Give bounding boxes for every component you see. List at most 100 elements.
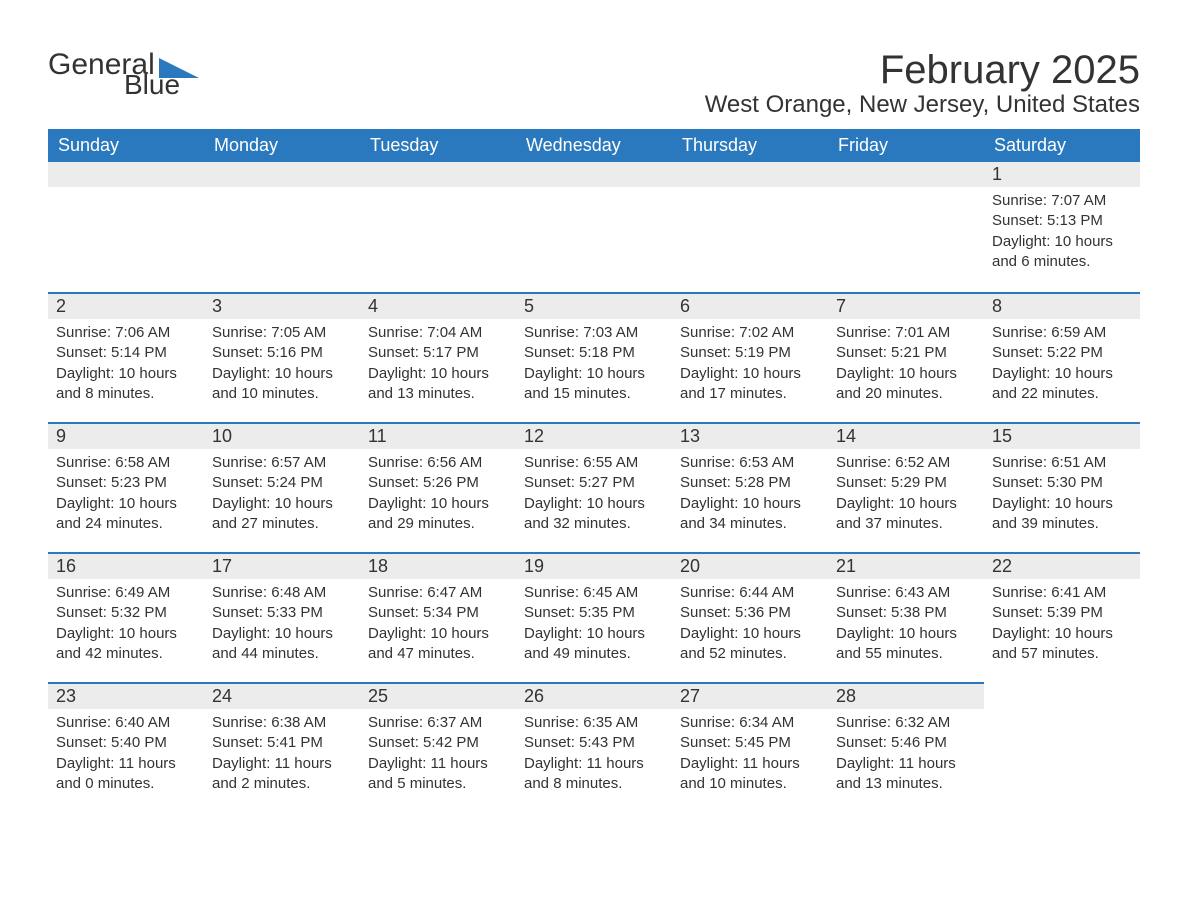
- calendar-cell: 24Sunrise: 6:38 AMSunset: 5:41 PMDayligh…: [204, 682, 360, 812]
- sunset-line: Sunset: 5:30 PM: [992, 473, 1132, 493]
- day-details: Sunrise: 6:45 AMSunset: 5:35 PMDaylight:…: [516, 579, 672, 672]
- sunset-line: Sunset: 5:38 PM: [836, 603, 976, 623]
- calendar-cell: 11Sunrise: 6:56 AMSunset: 5:26 PMDayligh…: [360, 422, 516, 552]
- sunset-line: Sunset: 5:18 PM: [524, 343, 664, 363]
- sunrise-line: Sunrise: 7:01 AM: [836, 323, 976, 343]
- sunset-line: Sunset: 5:33 PM: [212, 603, 352, 623]
- day-details: Sunrise: 6:49 AMSunset: 5:32 PMDaylight:…: [48, 579, 204, 672]
- sunset-line: Sunset: 5:21 PM: [836, 343, 976, 363]
- calendar-cell: 12Sunrise: 6:55 AMSunset: 5:27 PMDayligh…: [516, 422, 672, 552]
- day-number: 24: [204, 682, 360, 709]
- sunrise-line: Sunrise: 6:57 AM: [212, 453, 352, 473]
- calendar-cell: 3Sunrise: 7:05 AMSunset: 5:16 PMDaylight…: [204, 292, 360, 422]
- sunrise-line: Sunrise: 6:34 AM: [680, 713, 820, 733]
- calendar-row: 9Sunrise: 6:58 AMSunset: 5:23 PMDaylight…: [48, 422, 1140, 552]
- sunset-line: Sunset: 5:23 PM: [56, 473, 196, 493]
- empty-day-header: [360, 162, 516, 187]
- calendar-cell: [672, 162, 828, 292]
- sunset-line: Sunset: 5:27 PM: [524, 473, 664, 493]
- day-number: 23: [48, 682, 204, 709]
- sunrise-line: Sunrise: 7:04 AM: [368, 323, 508, 343]
- sunset-line: Sunset: 5:40 PM: [56, 733, 196, 753]
- sunset-line: Sunset: 5:43 PM: [524, 733, 664, 753]
- daylight-line: Daylight: 10 hours and 34 minutes.: [680, 494, 820, 535]
- daylight-line: Daylight: 10 hours and 20 minutes.: [836, 364, 976, 405]
- day-details: Sunrise: 6:57 AMSunset: 5:24 PMDaylight:…: [204, 449, 360, 542]
- daylight-line: Daylight: 10 hours and 37 minutes.: [836, 494, 976, 535]
- day-number: 2: [48, 292, 204, 319]
- day-details: Sunrise: 6:44 AMSunset: 5:36 PMDaylight:…: [672, 579, 828, 672]
- daylight-line: Daylight: 10 hours and 55 minutes.: [836, 624, 976, 665]
- daylight-line: Daylight: 11 hours and 5 minutes.: [368, 754, 508, 795]
- day-details: Sunrise: 6:37 AMSunset: 5:42 PMDaylight:…: [360, 709, 516, 802]
- empty-day-header: [204, 162, 360, 187]
- calendar-cell: 10Sunrise: 6:57 AMSunset: 5:24 PMDayligh…: [204, 422, 360, 552]
- day-details: Sunrise: 6:55 AMSunset: 5:27 PMDaylight:…: [516, 449, 672, 542]
- sunrise-line: Sunrise: 6:41 AM: [992, 583, 1132, 603]
- calendar-cell: 4Sunrise: 7:04 AMSunset: 5:17 PMDaylight…: [360, 292, 516, 422]
- daylight-line: Daylight: 10 hours and 24 minutes.: [56, 494, 196, 535]
- sunset-line: Sunset: 5:41 PM: [212, 733, 352, 753]
- calendar-cell: 9Sunrise: 6:58 AMSunset: 5:23 PMDaylight…: [48, 422, 204, 552]
- calendar-cell: 20Sunrise: 6:44 AMSunset: 5:36 PMDayligh…: [672, 552, 828, 682]
- sunrise-line: Sunrise: 6:58 AM: [56, 453, 196, 473]
- weekday-header: Wednesday: [516, 129, 672, 162]
- day-number: 9: [48, 422, 204, 449]
- day-details: Sunrise: 6:38 AMSunset: 5:41 PMDaylight:…: [204, 709, 360, 802]
- title-block: February 2025: [880, 48, 1140, 97]
- empty-day-header: [828, 162, 984, 187]
- day-details: Sunrise: 6:40 AMSunset: 5:40 PMDaylight:…: [48, 709, 204, 802]
- calendar-row: 16Sunrise: 6:49 AMSunset: 5:32 PMDayligh…: [48, 552, 1140, 682]
- day-details: Sunrise: 6:52 AMSunset: 5:29 PMDaylight:…: [828, 449, 984, 542]
- calendar-cell: 17Sunrise: 6:48 AMSunset: 5:33 PMDayligh…: [204, 552, 360, 682]
- daylight-line: Daylight: 11 hours and 13 minutes.: [836, 754, 976, 795]
- sunrise-line: Sunrise: 6:48 AM: [212, 583, 352, 603]
- day-number: 10: [204, 422, 360, 449]
- calendar-cell: 25Sunrise: 6:37 AMSunset: 5:42 PMDayligh…: [360, 682, 516, 812]
- empty-day-header: [672, 162, 828, 187]
- day-details: Sunrise: 6:51 AMSunset: 5:30 PMDaylight:…: [984, 449, 1140, 542]
- sunset-line: Sunset: 5:26 PM: [368, 473, 508, 493]
- day-number: 15: [984, 422, 1140, 449]
- day-details: Sunrise: 6:34 AMSunset: 5:45 PMDaylight:…: [672, 709, 828, 802]
- daylight-line: Daylight: 10 hours and 42 minutes.: [56, 624, 196, 665]
- day-details: Sunrise: 7:05 AMSunset: 5:16 PMDaylight:…: [204, 319, 360, 412]
- day-number: 18: [360, 552, 516, 579]
- daylight-line: Daylight: 10 hours and 27 minutes.: [212, 494, 352, 535]
- sunset-line: Sunset: 5:14 PM: [56, 343, 196, 363]
- sunrise-line: Sunrise: 7:06 AM: [56, 323, 196, 343]
- sunrise-line: Sunrise: 6:32 AM: [836, 713, 976, 733]
- day-number: 27: [672, 682, 828, 709]
- day-details: Sunrise: 7:01 AMSunset: 5:21 PMDaylight:…: [828, 319, 984, 412]
- sunrise-line: Sunrise: 6:49 AM: [56, 583, 196, 603]
- calendar-cell: [360, 162, 516, 292]
- calendar-cell: 18Sunrise: 6:47 AMSunset: 5:34 PMDayligh…: [360, 552, 516, 682]
- sunset-line: Sunset: 5:35 PM: [524, 603, 664, 623]
- calendar-cell: [984, 682, 1140, 812]
- day-number: 8: [984, 292, 1140, 319]
- sunrise-line: Sunrise: 7:07 AM: [992, 191, 1132, 211]
- sunset-line: Sunset: 5:45 PM: [680, 733, 820, 753]
- sunrise-line: Sunrise: 6:38 AM: [212, 713, 352, 733]
- calendar-cell: 14Sunrise: 6:52 AMSunset: 5:29 PMDayligh…: [828, 422, 984, 552]
- calendar-cell: 2Sunrise: 7:06 AMSunset: 5:14 PMDaylight…: [48, 292, 204, 422]
- daylight-line: Daylight: 10 hours and 15 minutes.: [524, 364, 664, 405]
- day-number: 20: [672, 552, 828, 579]
- sunrise-line: Sunrise: 6:56 AM: [368, 453, 508, 473]
- day-number: 7: [828, 292, 984, 319]
- day-details: Sunrise: 6:58 AMSunset: 5:23 PMDaylight:…: [48, 449, 204, 542]
- calendar-cell: 1Sunrise: 7:07 AMSunset: 5:13 PMDaylight…: [984, 162, 1140, 292]
- day-number: 16: [48, 552, 204, 579]
- daylight-line: Daylight: 10 hours and 17 minutes.: [680, 364, 820, 405]
- sunrise-line: Sunrise: 6:37 AM: [368, 713, 508, 733]
- calendar-cell: 6Sunrise: 7:02 AMSunset: 5:19 PMDaylight…: [672, 292, 828, 422]
- sunrise-line: Sunrise: 6:44 AM: [680, 583, 820, 603]
- day-number: 17: [204, 552, 360, 579]
- sunrise-line: Sunrise: 7:03 AM: [524, 323, 664, 343]
- day-number: 26: [516, 682, 672, 709]
- sunset-line: Sunset: 5:17 PM: [368, 343, 508, 363]
- sunset-line: Sunset: 5:29 PM: [836, 473, 976, 493]
- day-number: 4: [360, 292, 516, 319]
- day-number: 12: [516, 422, 672, 449]
- sunset-line: Sunset: 5:13 PM: [992, 211, 1132, 231]
